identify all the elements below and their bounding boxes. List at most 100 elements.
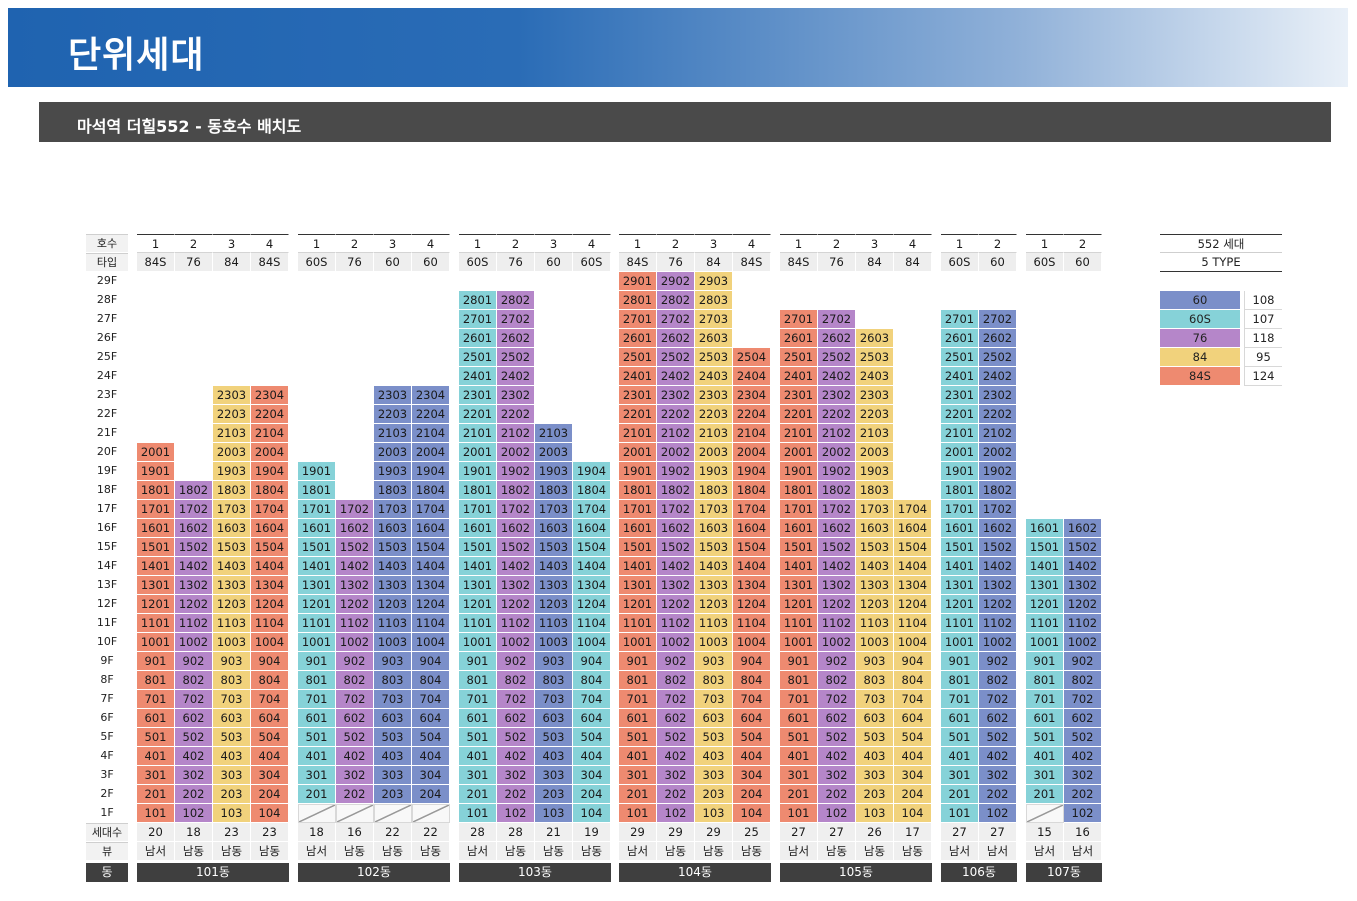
view-direction: 남동 [818,842,856,861]
unit-cell: 1104 [894,614,932,633]
unit-cell: 1601 [1026,519,1064,538]
unit-cell: 1903 [535,462,573,481]
unit-cell: 2504 [733,348,771,367]
unit-cell: 801 [459,671,497,690]
unit-cell: 804 [573,671,611,690]
unit-cell: 1703 [374,500,412,519]
unit-cell: 1902 [497,462,535,481]
unit-cell: 1703 [856,500,894,519]
unit-cell: 204 [251,785,289,804]
unit-cell: 303 [695,766,733,785]
unit-cell: 2001 [941,443,979,462]
unit-cell: 1401 [780,557,818,576]
unit-cell: 501 [298,728,336,747]
floor-label: 29F [96,274,118,287]
unit-cell: 601 [459,709,497,728]
floor-label: 19F [96,464,118,477]
unit-cell: 902 [497,652,535,671]
unit-cell: 2201 [619,405,657,424]
unit-cell: 104 [251,804,289,823]
unit-cell: 2304 [251,386,289,405]
unit-cell: 903 [856,652,894,671]
unit-cell: 1001 [780,633,818,652]
unit-cell: 502 [979,728,1017,747]
unit-cell: 2803 [695,291,733,310]
unit-cell: 1504 [251,538,289,557]
unit-cell: 404 [573,747,611,766]
unit-cell: 2404 [733,367,771,386]
type-header: 84 [213,253,251,272]
unit-cell: 101 [619,804,657,823]
unit-cell: 1801 [780,481,818,500]
unit-cell: 304 [412,766,450,785]
unit-cell: 201 [780,785,818,804]
unit-count: 23 [213,823,251,842]
unit-cell: 2202 [657,405,695,424]
unit-cell: 704 [573,690,611,709]
unit-cell: 1204 [894,595,932,614]
unit-cell: 2501 [941,348,979,367]
floor-label: 28F [96,293,118,306]
floor-label: 20F [96,445,118,458]
floor-label: 2F [100,787,114,800]
unit-cell: 603 [695,709,733,728]
building-name: 103동 [459,863,611,882]
unit-cell: 1602 [336,519,374,538]
ho-header: 4 [251,234,289,253]
unit-cell: 1301 [941,576,979,595]
unit-cell: 204 [412,785,450,804]
unit-cell: 1301 [1026,576,1064,595]
unit-cell: 1903 [213,462,251,481]
unit-cell: 1404 [894,557,932,576]
unit-cell-empty [1026,804,1064,823]
view-direction: 남동 [374,842,412,861]
unit-count: 27 [941,823,979,842]
type-header: 76 [657,253,695,272]
unit-cell: 1104 [733,614,771,633]
floor-label: 25F [96,350,118,363]
building-name: 104동 [619,863,771,882]
unit-cell: 1203 [856,595,894,614]
unit-cell: 1102 [1064,614,1102,633]
unit-cell: 1901 [619,462,657,481]
unit-cell: 504 [251,728,289,747]
unit-cell: 2201 [941,405,979,424]
unit-cell: 604 [251,709,289,728]
unit-cell: 1104 [573,614,611,633]
unit-count: 26 [856,823,894,842]
unit-cell: 402 [818,747,856,766]
legend-count: 107 [1244,310,1282,329]
unit-cell: 1601 [619,519,657,538]
unit-cell: 402 [175,747,213,766]
unit-cell: 1404 [251,557,289,576]
unit-cell: 1301 [298,576,336,595]
unit-cell: 1303 [213,576,251,595]
unit-cell: 304 [251,766,289,785]
unit-cell: 1303 [856,576,894,595]
unit-cell: 2304 [412,386,450,405]
ho-header: 2 [175,234,213,253]
type-header: 60S [941,253,979,272]
unit-cell: 2903 [695,272,733,291]
unit-cell: 704 [412,690,450,709]
unit-cell: 1404 [573,557,611,576]
ho-header: 3 [535,234,573,253]
unit-cell: 1004 [412,633,450,652]
unit-cell: 201 [941,785,979,804]
page-title: 단위세대 [68,35,205,76]
unit-cell: 2303 [213,386,251,405]
unit-cell: 2501 [780,348,818,367]
unit-cell: 202 [1064,785,1102,804]
unit-cell: 1203 [695,595,733,614]
unit-cell: 1901 [941,462,979,481]
unit-cell: 501 [941,728,979,747]
unit-cell: 703 [374,690,412,709]
unit-cell: 2102 [657,424,695,443]
unit-cell: 201 [1026,785,1064,804]
unit-cell: 202 [657,785,695,804]
unit-cell: 1701 [137,500,175,519]
legend-swatch: 76 [1160,329,1240,348]
unit-cell: 1802 [497,481,535,500]
unit-cell: 1101 [780,614,818,633]
type-header: 84S [733,253,771,272]
